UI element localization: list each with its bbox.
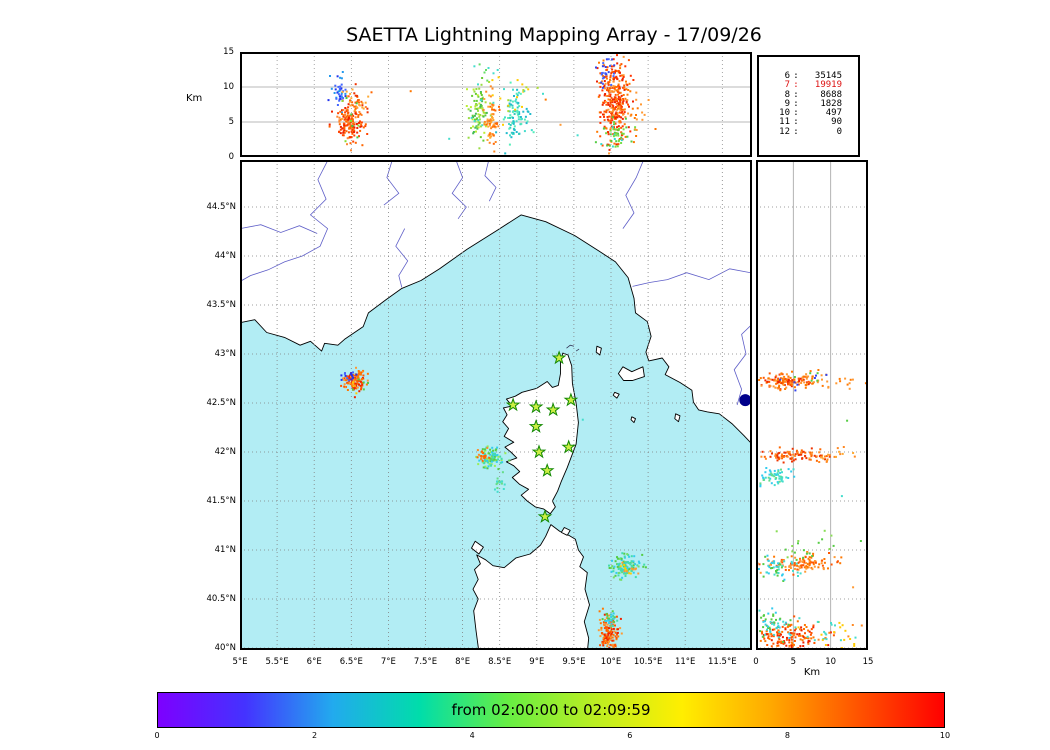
lat-tick-label: 42°N bbox=[214, 447, 236, 458]
lon-tick-label: 6.5°E bbox=[339, 657, 363, 667]
lon-tick-label: 8°E bbox=[455, 657, 471, 667]
lon-tick-label: 10.5°E bbox=[633, 657, 663, 667]
land-asinara bbox=[471, 540, 484, 555]
station-star-icon bbox=[528, 418, 544, 433]
land-pianosa bbox=[612, 391, 620, 399]
km-tick-label: 0 bbox=[753, 657, 759, 667]
colorbar-tick-label: 10 bbox=[939, 731, 951, 740]
alt-tick-label: 0 bbox=[228, 152, 234, 162]
lon-tick-label: 7.5°E bbox=[413, 657, 438, 667]
landmasses bbox=[240, 160, 752, 650]
lon-tick-label: 5°E bbox=[232, 657, 248, 667]
source-count-row: 7:19919 bbox=[784, 80, 842, 91]
lat-tick-label: 43.5°N bbox=[206, 300, 236, 311]
km-tick-label: 10 bbox=[825, 657, 837, 667]
alt-tick-label: 15 bbox=[223, 47, 234, 57]
source-count-row: 6:35145 bbox=[784, 71, 842, 81]
altitude-longitude-panel bbox=[240, 52, 752, 157]
lon-tick-label: 8.5°E bbox=[488, 657, 512, 667]
land-capraia bbox=[595, 345, 602, 356]
km-tick-label: 15 bbox=[862, 657, 874, 667]
top-gridlines bbox=[240, 52, 752, 157]
land-maddalena bbox=[560, 527, 571, 536]
altitude-axis-label: Km bbox=[186, 93, 203, 104]
alt-tick-label: 10 bbox=[223, 82, 234, 92]
lon-tick-label: 9°E bbox=[529, 657, 545, 667]
land-corsica bbox=[502, 352, 579, 515]
lightning-points-latitude bbox=[756, 369, 867, 650]
lon-tick-label: 11°E bbox=[674, 657, 696, 667]
land-sardinia bbox=[472, 524, 590, 650]
altitude-latitude-panel bbox=[756, 160, 868, 650]
station-star-icon bbox=[531, 444, 547, 459]
land-giglio bbox=[674, 413, 681, 423]
colorbar-tick-label: 8 bbox=[784, 731, 790, 740]
station-star-icon bbox=[505, 397, 521, 412]
figure-title: SAETTA Lightning Mapping Array - 17/09/2… bbox=[346, 24, 762, 46]
lat-tick-label: 44°N bbox=[214, 251, 236, 262]
source-count-row: 10:497 bbox=[779, 108, 842, 119]
source-count-row: 12:0 bbox=[779, 126, 842, 137]
map-panel bbox=[240, 160, 752, 650]
colorbar-tick-label: 2 bbox=[312, 731, 318, 740]
station-star-icon bbox=[551, 350, 567, 365]
alt-tick-label: 5 bbox=[228, 117, 234, 127]
station-star-icon bbox=[539, 463, 555, 477]
blue-marker bbox=[739, 394, 752, 407]
km-tick-label: 5 bbox=[790, 657, 797, 667]
lightning-points-altitude bbox=[327, 52, 657, 155]
source-count-row: 11:90 bbox=[779, 117, 842, 128]
station-star-icon bbox=[537, 508, 553, 523]
lma-station-stars bbox=[505, 350, 579, 523]
time-colorbar: from 02:00:00 to 02:09:59 bbox=[157, 692, 945, 728]
source-count-row: 8:8688 bbox=[784, 89, 842, 100]
colorbar-tick-label: 4 bbox=[469, 731, 475, 740]
right-border bbox=[756, 160, 868, 650]
source-count-row: 9:1828 bbox=[784, 98, 842, 109]
rivers bbox=[240, 160, 752, 406]
station-star-icon bbox=[561, 439, 577, 454]
lon-tick-label: 7°E bbox=[380, 657, 396, 667]
land-elba bbox=[617, 366, 645, 381]
lon-tick-label: 9.5°E bbox=[562, 657, 586, 667]
lightning-points-map bbox=[340, 366, 647, 650]
top-border bbox=[240, 52, 752, 157]
lon-tick-label: 6°E bbox=[306, 657, 322, 667]
colorbar-tick-label: 6 bbox=[627, 731, 633, 740]
lat-tick-label: 40°N bbox=[214, 643, 236, 654]
map-border bbox=[240, 160, 752, 650]
lat-tick-label: 40.5°N bbox=[206, 594, 236, 605]
station-star-icon bbox=[545, 402, 561, 417]
source-count-panel: 6:35145 7:19919 8:8688 9:1828 10:497 11:90 12:… bbox=[757, 55, 860, 157]
lat-tick-label: 43°N bbox=[214, 349, 236, 360]
lon-tick-label: 10°E bbox=[600, 657, 622, 667]
station-star-icon bbox=[528, 399, 544, 414]
lat-tick-label: 41.5°N bbox=[206, 496, 236, 507]
km-axis-label: Km bbox=[803, 667, 821, 678]
colorbar-tick-label: 0 bbox=[154, 731, 160, 740]
lat-tick-label: 44.5°N bbox=[206, 202, 236, 213]
colorbar-label: from 02:00:00 to 02:09:59 bbox=[451, 701, 651, 719]
lat-tick-label: 42.5°N bbox=[206, 398, 236, 409]
lon-tick-label: 5.5°E bbox=[265, 657, 289, 667]
lon-tick-label: 11.5°E bbox=[708, 657, 737, 667]
station-star-icon bbox=[563, 392, 579, 407]
land-montecristo bbox=[630, 416, 636, 424]
land-mainland-france-italy bbox=[240, 160, 752, 445]
lat-tick-label: 41°N bbox=[214, 545, 236, 556]
